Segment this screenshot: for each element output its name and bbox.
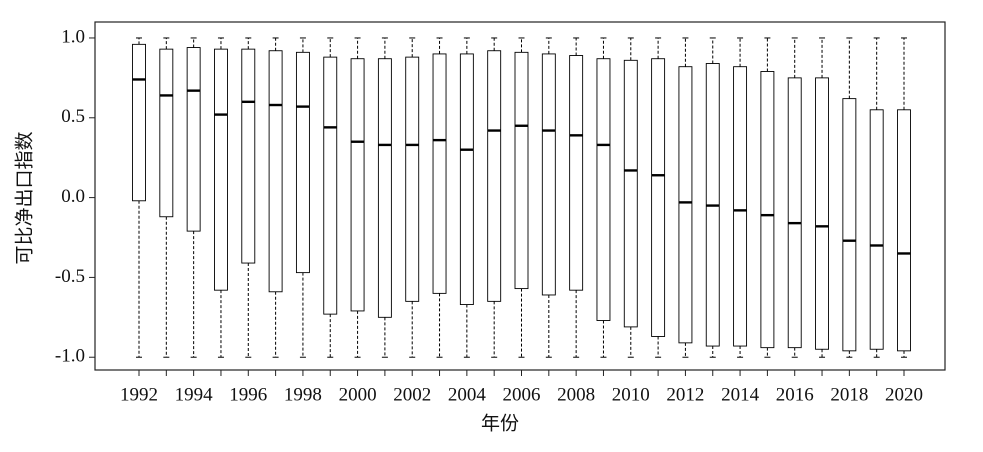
box [869, 109, 884, 350]
box [377, 58, 392, 318]
x-tick-label: 2020 [885, 384, 923, 405]
box [159, 48, 174, 218]
x-axis-label: 年份 [481, 412, 519, 434]
x-tick-label: 2014 [721, 384, 760, 405]
box [733, 66, 748, 347]
box [350, 58, 365, 312]
y-tick-label: 0.5 [61, 106, 85, 127]
box [323, 56, 338, 315]
box [459, 53, 474, 306]
x-tick-label: 1994 [175, 384, 214, 405]
box [295, 51, 310, 274]
y-tick-label: 1.0 [61, 26, 85, 47]
box [651, 58, 666, 337]
box [241, 48, 256, 264]
x-tick-label: 2010 [612, 384, 650, 405]
x-tick-label: 2016 [776, 384, 814, 405]
box [596, 58, 611, 321]
y-axis-label: 可比净出口指数 [13, 131, 35, 264]
y-tick-label: -0.5 [55, 266, 85, 287]
x-tick-label: 2018 [830, 384, 868, 405]
box [514, 51, 529, 290]
y-tick-label: 0.0 [61, 186, 85, 207]
x-tick-label: 2002 [393, 384, 431, 405]
box [760, 71, 775, 349]
box [487, 50, 502, 302]
x-tick-label: 2006 [503, 384, 541, 405]
x-tick-label: 1992 [120, 384, 158, 405]
box [815, 77, 829, 350]
x-tick-label: 1998 [284, 384, 322, 405]
box [268, 50, 283, 293]
y-tick-label: -1.0 [55, 346, 85, 367]
x-tick-label: 2004 [448, 384, 487, 405]
x-tick-label: 2008 [557, 384, 595, 405]
box [405, 56, 420, 302]
box [678, 66, 693, 344]
x-tick-label: 1996 [229, 384, 267, 405]
x-tick-label: 2012 [666, 384, 704, 405]
box [623, 59, 638, 328]
box [787, 77, 802, 349]
box [432, 53, 447, 294]
box [214, 48, 228, 291]
box [186, 47, 201, 232]
plot-frame [94, 21, 946, 371]
x-tick-label: 2000 [339, 384, 377, 405]
box [132, 43, 146, 202]
box [842, 98, 857, 352]
box [897, 109, 911, 352]
box [569, 55, 584, 291]
box [541, 53, 556, 296]
